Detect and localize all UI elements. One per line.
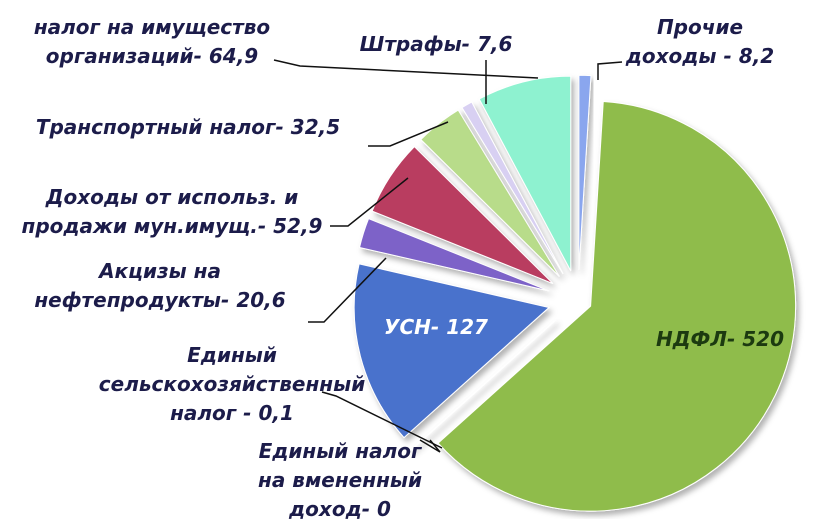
value-label: 7,6 xyxy=(477,32,513,56)
label-line: продажи мун.имущ.- xyxy=(22,214,267,238)
leader-line xyxy=(321,391,443,449)
leader-lines xyxy=(273,59,623,453)
slices xyxy=(353,74,797,512)
leader-line xyxy=(273,59,539,79)
label-line: налог на имущество xyxy=(34,15,271,39)
leader-line xyxy=(330,177,409,227)
slice-label: УСН- 127 xyxy=(384,315,488,339)
value-label: 520 xyxy=(742,327,784,351)
value-label: 127 xyxy=(446,315,488,339)
label-line: на вмененный xyxy=(258,468,422,492)
value-label: 0 xyxy=(377,497,391,519)
value-label: 52,9 xyxy=(273,214,322,238)
label-line: Прочие xyxy=(657,15,743,39)
pie-slice xyxy=(358,217,550,292)
label-line: НДФЛ- xyxy=(656,327,735,351)
label-line: Штрафы- xyxy=(360,32,470,56)
value-label: 0,1 xyxy=(258,401,293,425)
labels: Прочие доходы - 8,2 НДФЛ- 520 Единый налог на … xyxy=(22,15,785,519)
pie-slice xyxy=(371,145,554,285)
pie-slice xyxy=(478,75,572,272)
slice-label: Транспортный налог- 32,5 xyxy=(36,115,340,139)
pie-slice xyxy=(420,109,560,277)
slice-label: НДФЛ- 520 xyxy=(656,327,784,351)
value-label: 64,9 xyxy=(209,44,258,68)
label-line: нефтепродукты- xyxy=(34,288,229,312)
value-label: 8,2 xyxy=(739,44,774,68)
value-label: 20,6 xyxy=(236,288,285,312)
label-line: Акцизы на xyxy=(97,259,221,283)
slice-label: Единый налог на вмененный доход- 0 xyxy=(258,439,422,519)
slice-label: Штрафы- 7,6 xyxy=(360,32,513,56)
pie-slice xyxy=(461,101,564,275)
label-line: доход- xyxy=(288,497,370,519)
value-label: 32,5 xyxy=(291,115,340,139)
leader-line xyxy=(597,61,623,80)
leader-line xyxy=(308,257,387,323)
label-line: Единый xyxy=(187,343,277,367)
label-line: доходы - xyxy=(625,44,732,68)
label-line: Доходы от использ. и xyxy=(45,185,299,209)
label-line: организаций- xyxy=(46,44,202,68)
label-line: УСН- xyxy=(384,315,439,339)
pie-slice xyxy=(578,74,592,271)
slice-label: Акцизы на нефтепродукты- 20,6 xyxy=(34,259,285,312)
pie-slice xyxy=(410,319,557,451)
slice-label: Прочие доходы - 8,2 xyxy=(625,15,774,68)
slice-label: Доходы от использ. и продажи мун.имущ.- 52… xyxy=(22,185,323,238)
leader-line xyxy=(368,121,449,147)
label-line: Транспортный налог- xyxy=(36,115,284,139)
label-line: Единый налог xyxy=(259,439,422,463)
slice-label: Единый сельскохозяйственный налог - 0,1 xyxy=(99,343,365,425)
slice-label: налог на имущество организаций- 64,9 xyxy=(34,15,271,68)
label-line: налог - xyxy=(170,401,251,425)
label-line: сельскохозяйственный xyxy=(99,372,365,396)
pie-slice xyxy=(437,100,797,512)
